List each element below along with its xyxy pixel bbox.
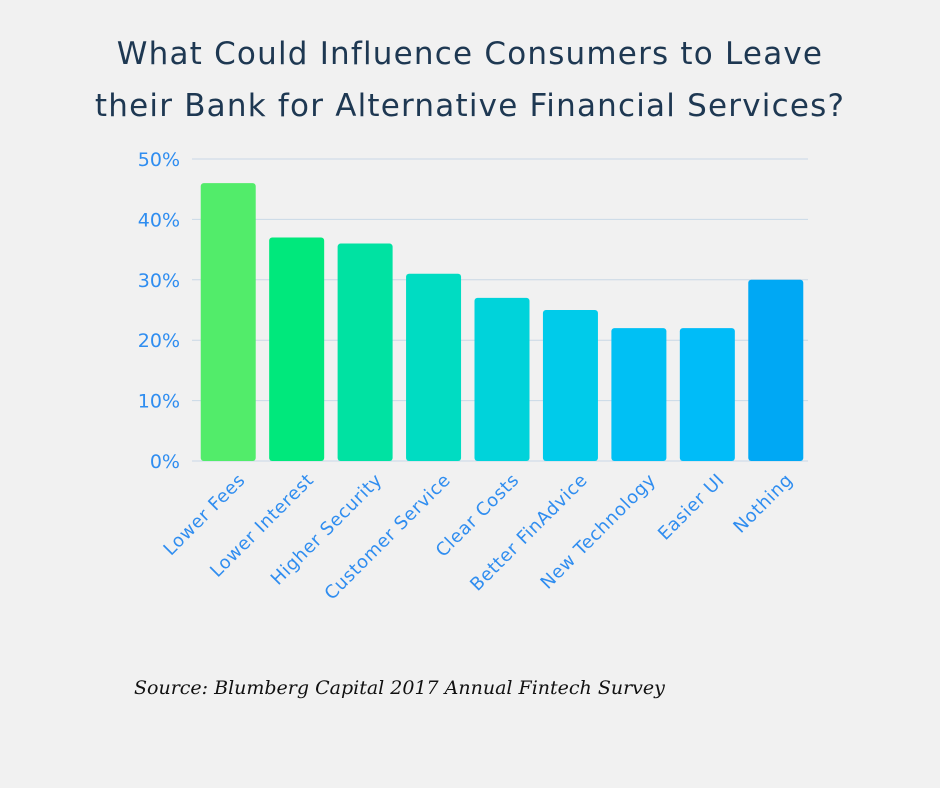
bar-lower-fees (200, 183, 256, 461)
y-tick-label: 10% (138, 391, 180, 413)
bar-lower-interest (269, 237, 325, 461)
x-tick-label: New Technology (537, 470, 661, 594)
bar-new-technology (611, 328, 667, 461)
bar-better-finadvice (542, 310, 598, 461)
y-tick-label: 30% (138, 270, 180, 292)
bar-clear-costs (474, 297, 530, 461)
bar-customer-service (406, 273, 462, 461)
x-tick-label: Nothing (729, 470, 797, 538)
y-tick-label: 50% (138, 149, 180, 171)
y-tick-label: 40% (138, 209, 180, 231)
bar-easier-ui (679, 328, 735, 461)
y-tick-label: 0% (150, 451, 180, 473)
chart-title-line-1: What Could Influence Consumers to Leave (116, 36, 824, 72)
bar-higher-security (337, 243, 393, 461)
bar-nothing (748, 279, 804, 461)
chart-title: What Could Influence Consumers to Leave … (0, 28, 940, 132)
x-tick-label: Better FinAdvice (466, 470, 592, 596)
source-note: Source: Blumberg Capital 2017 Annual Fin… (134, 677, 665, 699)
x-tick-label: Customer Service (321, 470, 456, 605)
chart-title-line-2: their Bank for Alternative Financial Ser… (94, 88, 846, 124)
y-tick-label: 20% (138, 330, 180, 352)
x-tick-label: Easier UI (654, 470, 729, 545)
